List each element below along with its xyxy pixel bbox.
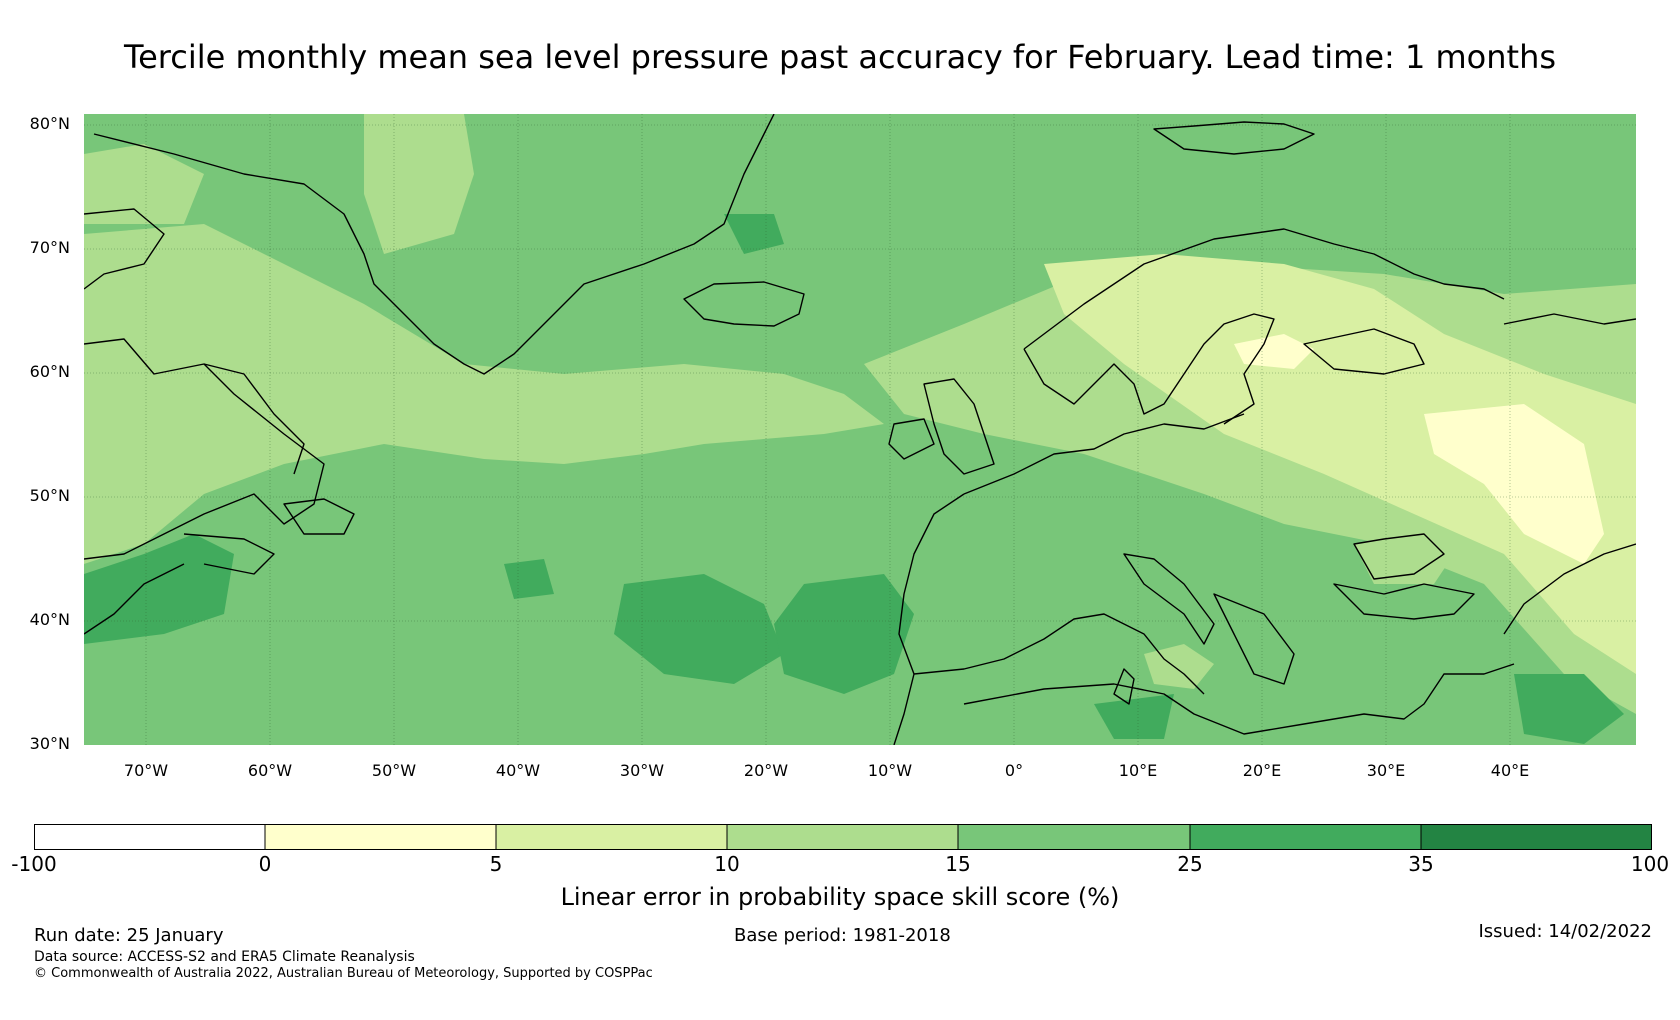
skill-field-regions [84, 114, 1636, 714]
run-date: Run date: 25 January [34, 925, 224, 946]
lat-label-80n: 80°N [29, 114, 70, 133]
region-scandinavia-russia [1044, 254, 1636, 674]
region-canada-arctic [84, 144, 204, 224]
coast-us-east [84, 563, 185, 635]
base-period: Base period: 1981-2018 [734, 925, 951, 946]
coast-labrador-quebec [84, 338, 325, 560]
region-greenland-sea [724, 214, 784, 254]
coast-newfoundland [283, 498, 355, 535]
lat-label-30n: 30°N [29, 734, 70, 753]
colorbar-tick-25: 25 [1177, 852, 1203, 876]
coast-italy [1123, 553, 1215, 645]
copyright: © Commonwealth of Australia 2022, Austra… [34, 966, 653, 981]
region-middle-east [1514, 674, 1624, 744]
colorbar-tick-35: 35 [1408, 852, 1434, 876]
lon-label-70w: 70°W [123, 761, 169, 780]
colorbar-tick-neg100: -100 [11, 852, 57, 876]
lon-label-20e: 20°E [1242, 761, 1282, 780]
coast-iberia-morocco [893, 493, 965, 745]
lat-label-70n: 70°N [29, 238, 70, 257]
region-nova-scotia [84, 534, 234, 644]
lon-label-60w: 60°W [247, 761, 293, 780]
coast-north-sea-europe [963, 413, 1245, 495]
colorbar [34, 824, 1652, 850]
lon-label-30e: 30°E [1366, 761, 1406, 780]
colorbar-dividers [264, 824, 1422, 850]
coast-hudson-strait [203, 363, 305, 475]
coast-nova-scotia [183, 533, 275, 575]
coastlines [84, 114, 1636, 745]
lat-label-40n: 40°N [29, 610, 70, 629]
coast-scandinavia-south [1023, 313, 1275, 425]
coast-mediterranean-north [913, 613, 1205, 695]
lon-label-40w: 40°W [495, 761, 541, 780]
colorbar-label: Linear error in probability space skill … [560, 883, 1120, 911]
coast-baffin-island [84, 208, 165, 290]
region-north-africa [1094, 694, 1174, 739]
coast-balkans [1213, 593, 1295, 685]
colorbar-segment-15-25 [958, 824, 1190, 850]
issued-date: Issued: 14/02/2022 [1478, 921, 1652, 942]
region-atlantic-dot [504, 559, 554, 599]
colorbar-outline [34, 824, 1652, 850]
colorbar-tick-0: 0 [258, 852, 272, 876]
colorbar-segment-25-35 [1190, 824, 1421, 850]
coast-north-africa [963, 663, 1515, 735]
data-source: Data source: ACCESS-S2 and ERA5 Climate … [34, 949, 415, 965]
coast-sardinia [1113, 668, 1135, 705]
coast-turkey [1333, 583, 1475, 620]
coast-great-britain [923, 378, 995, 475]
colorbar-segment-10-15 [727, 824, 958, 850]
region-black-sea [1354, 534, 1454, 584]
region-baffin-bay [364, 114, 474, 254]
skill-field-high [84, 214, 1624, 744]
colorbar-segment-5-10 [496, 824, 727, 850]
lon-label-50w: 50°W [371, 761, 417, 780]
coast-white-sea [1503, 313, 1636, 325]
colorbar-segment-35-100 [1421, 824, 1652, 850]
skill-map[interactable] [84, 114, 1636, 745]
colorbar-segment-0-5 [265, 824, 496, 850]
region-mid-atlantic-b [774, 574, 914, 694]
coast-caspian [1503, 543, 1636, 635]
lon-label-0: 0° [1004, 761, 1024, 780]
coast-ireland [888, 418, 935, 460]
map-canvas [84, 114, 1636, 745]
region-mid-atlantic-a [614, 574, 784, 684]
lat-label-50n: 50°N [29, 486, 70, 505]
coast-black-sea [1353, 533, 1445, 580]
chart-title: Tercile monthly mean sea level pressure … [123, 38, 1557, 76]
coast-iceland [683, 281, 805, 327]
coast-lake-ladoga [1303, 328, 1425, 375]
colorbar-tick-10: 10 [714, 852, 740, 876]
lon-label-30w: 30°W [619, 761, 665, 780]
region-west-russia-patch [1424, 404, 1604, 564]
lon-label-10e: 10°E [1118, 761, 1158, 780]
lat-label-60n: 60°N [29, 362, 70, 381]
coast-greenland [93, 114, 775, 375]
colorbar-tick-15: 15 [945, 852, 971, 876]
colorbar-tick-5: 5 [489, 852, 503, 876]
coast-norway-north [1023, 228, 1505, 350]
lon-label-20w: 20°W [743, 761, 789, 780]
coast-svalbard [1153, 121, 1315, 155]
lon-label-40e: 40°E [1490, 761, 1530, 780]
lon-label-10w: 10°W [867, 761, 913, 780]
region-labrador-band [84, 224, 884, 564]
colorbar-canvas [34, 824, 1652, 850]
colorbar-tick-100: 100 [1630, 852, 1670, 876]
colorbar-segment-neg100-0 [34, 824, 265, 850]
